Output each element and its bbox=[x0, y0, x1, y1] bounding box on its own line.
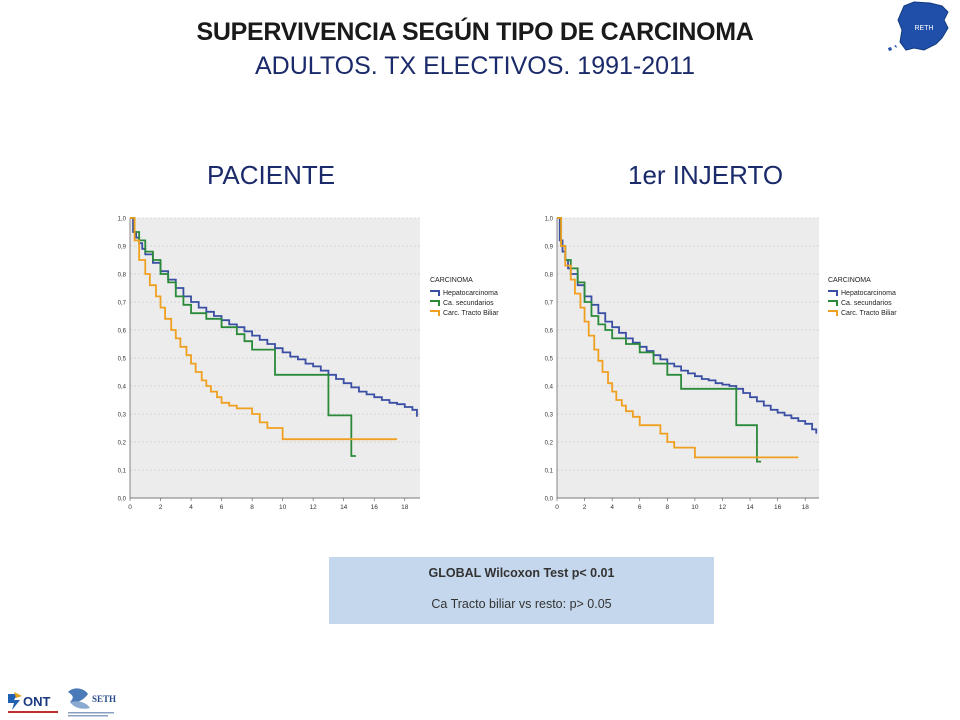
x-tick-label: 2 bbox=[583, 504, 587, 511]
x-tick-label: 0 bbox=[128, 504, 132, 511]
seth-logo: SETH bbox=[68, 688, 116, 717]
y-tick-label: 0,5 bbox=[118, 357, 127, 363]
ont-logo: ONT bbox=[8, 692, 58, 713]
y-tick-label: 0,8 bbox=[118, 273, 127, 279]
y-tick-label: 0,6 bbox=[545, 329, 554, 335]
x-tick-label: 10 bbox=[279, 504, 287, 511]
y-tick-label: 0,2 bbox=[118, 441, 127, 447]
stats-box: GLOBAL Wilcoxon Test p< 0.01 Ca Tracto b… bbox=[329, 557, 714, 624]
slide-title: SUPERVIVENCIA SEGÚN TIPO DE CARCINOMA bbox=[196, 18, 754, 46]
y-tick-label: 1,0 bbox=[545, 217, 554, 223]
x-tick-label: 12 bbox=[719, 504, 727, 511]
y-tick-label: 0,9 bbox=[545, 245, 554, 251]
legend-entry-biliar: Carc. Tracto Biliar bbox=[430, 308, 499, 318]
legend-title: CARCINOMA bbox=[828, 277, 871, 284]
legend-entry-hepato: Hepatocarcinoma bbox=[430, 288, 499, 298]
y-tick-label: 0,4 bbox=[545, 385, 554, 391]
y-tick-label: 0,3 bbox=[545, 413, 554, 419]
x-tick-label: 6 bbox=[638, 504, 642, 511]
y-tick-label: 0,1 bbox=[545, 469, 554, 475]
x-tick-label: 10 bbox=[691, 504, 699, 511]
y-tick-label: 0,3 bbox=[118, 413, 127, 419]
y-tick-label: 0,7 bbox=[118, 301, 127, 307]
plot-background bbox=[557, 218, 819, 498]
y-tick-label: 0,9 bbox=[118, 245, 127, 251]
series-line-tracto-biliar bbox=[130, 217, 398, 441]
x-tick-label: 14 bbox=[340, 504, 348, 511]
x-tick-label: 2 bbox=[159, 504, 163, 511]
y-tick-label: 0,0 bbox=[118, 497, 127, 503]
x-tick-label: 18 bbox=[802, 504, 810, 511]
series-line-ca-secundarios bbox=[130, 217, 356, 457]
y-tick-label: 0,0 bbox=[545, 497, 554, 503]
y-tick-label: 0,6 bbox=[118, 329, 127, 335]
panel-label-paciente: PACIENTE bbox=[207, 160, 336, 190]
map-logo-text: RETH bbox=[914, 25, 933, 32]
x-tick-label: 6 bbox=[220, 504, 224, 511]
x-tick-label: 12 bbox=[310, 504, 318, 511]
y-tick-label: 0,2 bbox=[545, 441, 554, 447]
spain-map-logo: RETH bbox=[888, 1, 949, 51]
legend-entry-secundarios: Ca. secundarios bbox=[430, 298, 499, 308]
x-tick-label: 16 bbox=[774, 504, 782, 511]
series-line-tracto-biliar bbox=[557, 217, 799, 459]
x-tick-label: 8 bbox=[250, 504, 254, 511]
y-tick-label: 1,0 bbox=[118, 217, 127, 223]
y-tick-label: 0,7 bbox=[545, 301, 554, 307]
stats-global-test: GLOBAL Wilcoxon Test p< 0.01 bbox=[428, 566, 615, 580]
x-tick-label: 16 bbox=[371, 504, 379, 511]
x-tick-label: 18 bbox=[401, 504, 409, 511]
y-tick-label: 0,4 bbox=[118, 385, 127, 391]
y-tick-label: 0,5 bbox=[545, 357, 554, 363]
x-tick-label: 4 bbox=[189, 504, 193, 511]
stats-biliar-comparison: Ca Tracto biliar vs resto: p> 0.05 bbox=[431, 597, 612, 611]
x-tick-label: 4 bbox=[610, 504, 614, 511]
slide-subtitle: ADULTOS. TX ELECTIVOS. 1991-2011 bbox=[254, 52, 695, 80]
legend-paciente: CARCINOMA Hepatocarcinoma Ca. secundario… bbox=[430, 277, 499, 318]
x-tick-label: 0 bbox=[555, 504, 559, 511]
x-tick-label: 8 bbox=[666, 504, 670, 511]
legend-entry-biliar: Carc. Tracto Biliar bbox=[828, 308, 897, 318]
legend-title: CARCINOMA bbox=[430, 277, 473, 284]
y-tick-label: 0,1 bbox=[118, 469, 127, 475]
legend-entry-hepato: Hepatocarcinoma bbox=[828, 288, 897, 298]
seth-logo-text: SETH bbox=[92, 694, 116, 704]
legend-entry-secundarios: Ca. secundarios bbox=[828, 298, 897, 308]
survival-chart-paciente: 0,0 0,1 0,2 0,3 0,4 0,5 0,6 0,7 0,8 0,9 1,0 0 2 4 6 8 10… bbox=[118, 217, 420, 511]
x-tick-label: 14 bbox=[746, 504, 754, 511]
panel-label-injerto: 1er INJERTO bbox=[628, 160, 784, 190]
legend-injerto: CARCINOMA Hepatocarcinoma Ca. secundario… bbox=[828, 277, 897, 318]
y-tick-label: 0,8 bbox=[545, 273, 554, 279]
survival-chart-injerto: 0,0 0,1 0,2 0,3 0,4 0,5 0,6 0,7 0,8 0,9 1,0 0 2 4 6 8 10… bbox=[545, 217, 819, 511]
ont-logo-text: ONT bbox=[23, 694, 51, 709]
